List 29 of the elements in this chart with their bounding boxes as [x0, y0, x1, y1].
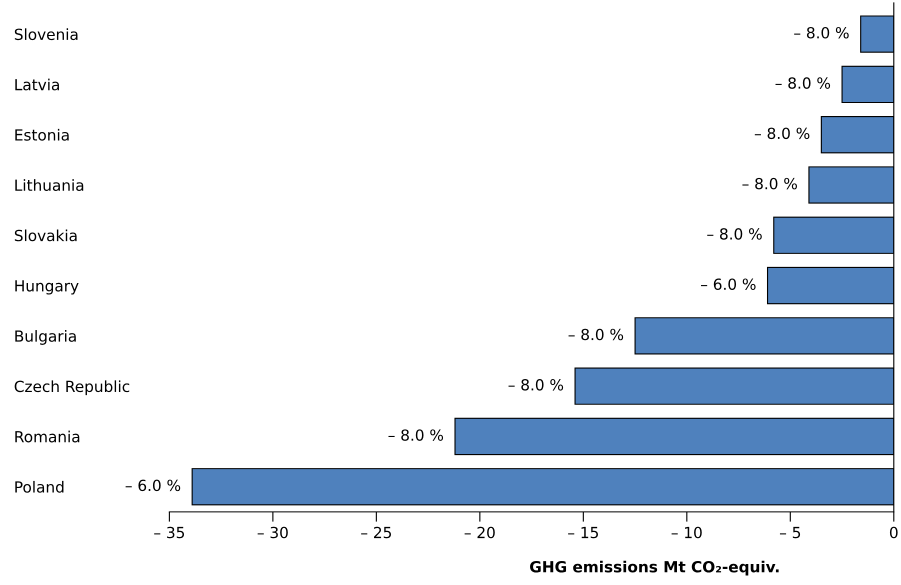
- annotation: – 8.0 %: [754, 128, 810, 140]
- annotation: – 8.0 %: [742, 178, 797, 190]
- annotation: – 8.0 %: [794, 26, 849, 39]
- x-tick-label: – 15: [568, 526, 598, 538]
- x-tick-label: – 35: [154, 526, 184, 538]
- annotation: – 8.0 %: [508, 379, 564, 391]
- y-tick-label: Romania: [15, 430, 80, 442]
- x-tick-label: – 30: [258, 526, 288, 538]
- y-tick-label: Slovenia: [14, 28, 78, 40]
- y-tick-label: Slovakia: [14, 229, 77, 242]
- annotation: – 6.0 %: [126, 480, 180, 492]
- y-tick-label: Bulgaria: [15, 330, 76, 345]
- y-tick-label: Estonia: [15, 128, 69, 141]
- x-tick-label: 0: [890, 526, 898, 538]
- x-tick-label: – 10: [672, 526, 702, 538]
- annotation: – 8.0 %: [568, 328, 624, 340]
- x-tick-label: – 20: [464, 526, 495, 538]
- annotation: – 6.0 %: [701, 278, 756, 290]
- annotation: – 8.0 %: [707, 228, 762, 240]
- y-tick-label: Poland: [15, 480, 64, 493]
- x-tick-label: – 25: [361, 526, 391, 538]
- y-tick-label: Lithuania: [15, 179, 84, 191]
- annotation: – 8.0 %: [776, 77, 830, 89]
- x-tick-label: – 5: [780, 526, 800, 538]
- x-axis-title: GHG emissions Mt CO₂-equiv.: [530, 560, 779, 576]
- y-tick-label: Hungary: [15, 280, 79, 295]
- y-tick-label: Latvia: [15, 78, 59, 90]
- annotation: – 8.0 %: [388, 429, 444, 441]
- y-tick-label: Czech Republic: [14, 380, 130, 396]
